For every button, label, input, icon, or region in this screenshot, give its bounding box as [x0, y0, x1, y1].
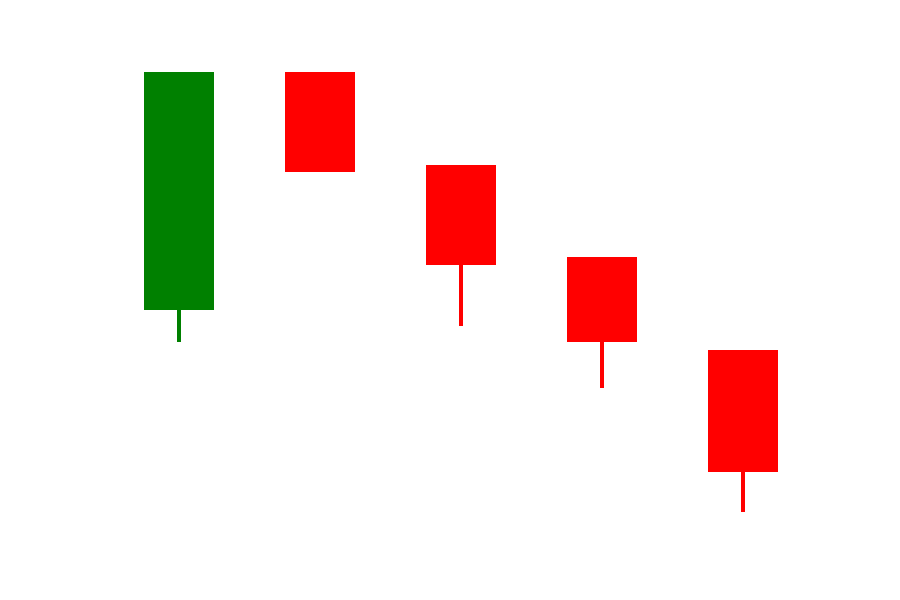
candle-2 — [285, 72, 355, 172]
candle-5-lower-wick — [741, 472, 745, 512]
candle-4-body — [567, 257, 637, 342]
candle-1-body — [144, 72, 214, 310]
candle-5-body — [708, 350, 778, 472]
candle-1-lower-wick — [177, 310, 181, 342]
candle-3-lower-wick — [459, 265, 463, 326]
candle-3-body — [426, 165, 496, 265]
candle-1 — [144, 72, 214, 342]
candle-2-body — [285, 72, 355, 172]
candle-5 — [708, 350, 778, 512]
candle-3 — [426, 165, 496, 326]
candle-4-lower-wick — [600, 342, 604, 388]
candle-4 — [567, 257, 637, 388]
